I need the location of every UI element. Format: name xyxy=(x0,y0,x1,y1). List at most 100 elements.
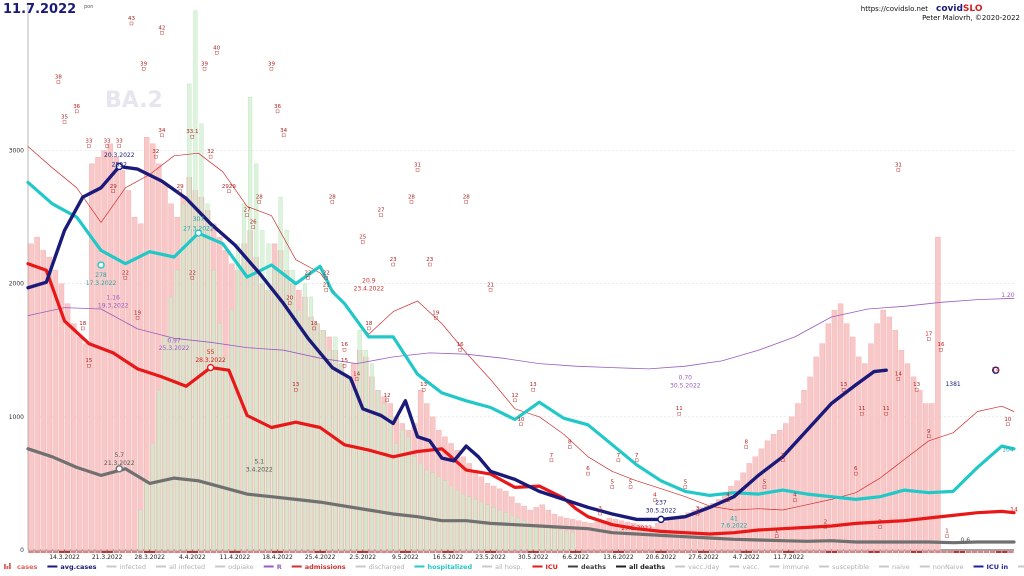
day-strip-cell xyxy=(576,551,582,553)
annotation-label: 278 xyxy=(95,272,107,279)
day-strip-cell xyxy=(64,551,71,553)
legend-label: all infected xyxy=(169,563,205,571)
admission-number: 4 xyxy=(793,493,797,502)
admission-number-label: 28 xyxy=(408,194,415,200)
discharged-bar xyxy=(260,230,265,551)
case-bar xyxy=(70,323,77,551)
discharged-bar xyxy=(503,512,508,551)
peak-annotations: 289220.3.202230727.3.202227817.3.20221.1… xyxy=(86,152,1018,544)
annotation-label: 104 xyxy=(1002,446,1014,453)
day-strip-cell xyxy=(569,551,576,553)
case-bar xyxy=(716,499,722,551)
admission-number: 13 xyxy=(420,382,428,392)
discharged-bar xyxy=(144,483,149,551)
annotation-label: 3.4.2022 xyxy=(246,466,273,473)
x-tick-label: 9.5.2022 xyxy=(392,554,419,561)
admission-number-label: 1 xyxy=(945,529,949,535)
discharged-bar xyxy=(175,270,180,551)
day-strip-cell xyxy=(807,551,813,553)
day-strip-cell xyxy=(734,551,740,553)
admission-number: 8 xyxy=(568,439,572,449)
admission-number-label: 8 xyxy=(568,439,572,445)
case-bar xyxy=(783,423,789,551)
site-url[interactable]: https://covidslo.net xyxy=(861,5,928,13)
discharged-bar xyxy=(296,310,301,551)
case-bar xyxy=(576,520,582,551)
day-strip-cell xyxy=(40,551,46,553)
discharged-bar xyxy=(211,270,216,551)
admission-number-label: 29 xyxy=(177,184,184,190)
day-strip-cell xyxy=(776,551,783,553)
admission-number: 33.1 xyxy=(186,129,198,139)
admission-number-label: 20 xyxy=(286,296,293,302)
case-bar xyxy=(649,527,655,551)
day-strip-cell xyxy=(795,551,801,553)
admission-number-label: 21 xyxy=(487,282,494,288)
admission-number: 33 xyxy=(116,138,123,148)
legend-item: ICU in xyxy=(973,563,1008,571)
discharged-bar xyxy=(369,363,374,551)
case-bar xyxy=(710,503,716,551)
admission-number-box xyxy=(74,109,79,114)
day-strip-cell xyxy=(283,551,290,553)
admission-number-box xyxy=(726,498,730,502)
admission-number-box xyxy=(257,200,261,204)
series-line-avg xyxy=(26,164,888,522)
day-strip-cell xyxy=(174,551,180,553)
y-tick-label: 0 xyxy=(20,547,24,554)
day-strip-cell xyxy=(326,551,333,553)
admission-number-label: 28 xyxy=(256,194,263,200)
admission-number: 16 xyxy=(937,342,945,352)
admission-number: 1 xyxy=(775,529,778,538)
admission-number-box xyxy=(367,326,371,331)
discharged-bar xyxy=(248,97,253,551)
admission-number-label: 5 xyxy=(629,479,633,485)
case-bar xyxy=(107,143,113,551)
admission-number-box xyxy=(428,262,432,267)
admission-number: 27 xyxy=(244,208,251,217)
day-strip-cell xyxy=(557,551,564,553)
day-strip-cell xyxy=(770,551,777,553)
day-strip-cell xyxy=(131,551,138,553)
legend-label: nonNaive xyxy=(933,563,964,571)
discharged-bar xyxy=(552,528,557,551)
day-strip-cell xyxy=(783,551,789,553)
admission-number-box xyxy=(330,200,335,204)
day-strip-cell xyxy=(697,551,704,553)
admission-number: 28 xyxy=(329,194,336,204)
admission-number-box xyxy=(884,411,888,416)
discharged-bars xyxy=(138,10,575,551)
day-strip-cell xyxy=(837,551,844,553)
admission-number: 28 xyxy=(463,194,470,204)
x-tick-label: 6.6.2022 xyxy=(562,554,589,561)
case-bar xyxy=(740,472,746,551)
case-bar xyxy=(898,350,905,551)
admission-number-label: 7 xyxy=(550,453,554,459)
admission-number-label: 29 xyxy=(110,184,117,190)
discharged-bar xyxy=(327,350,332,551)
admission-number-box xyxy=(653,498,657,502)
legend-item: odpiake xyxy=(215,563,254,571)
day-strip-cell xyxy=(655,551,661,553)
day-strip-cell xyxy=(606,551,612,553)
day-strip-cell xyxy=(722,551,728,553)
admission-number-box xyxy=(488,288,493,292)
day-strip-cell xyxy=(125,551,132,553)
discharged-bar xyxy=(534,524,539,551)
day-strip-cell xyxy=(1002,551,1008,553)
admission-number-label: 7 xyxy=(781,453,785,459)
day-strip-cell xyxy=(423,551,430,553)
day-strip-cell xyxy=(204,551,211,553)
admission-number-label: 40 xyxy=(213,45,220,51)
discharged-bar xyxy=(546,527,551,551)
legend-item: nonNaive xyxy=(919,563,964,571)
day-strip-cell xyxy=(156,551,162,553)
day-strip-cell xyxy=(758,551,765,553)
admission-number-label: 22 xyxy=(189,270,196,276)
admission-number: 5 xyxy=(611,479,615,489)
discharged-bar xyxy=(449,485,453,551)
day-strip-cell xyxy=(387,551,393,553)
day-strip-cell xyxy=(843,551,850,553)
